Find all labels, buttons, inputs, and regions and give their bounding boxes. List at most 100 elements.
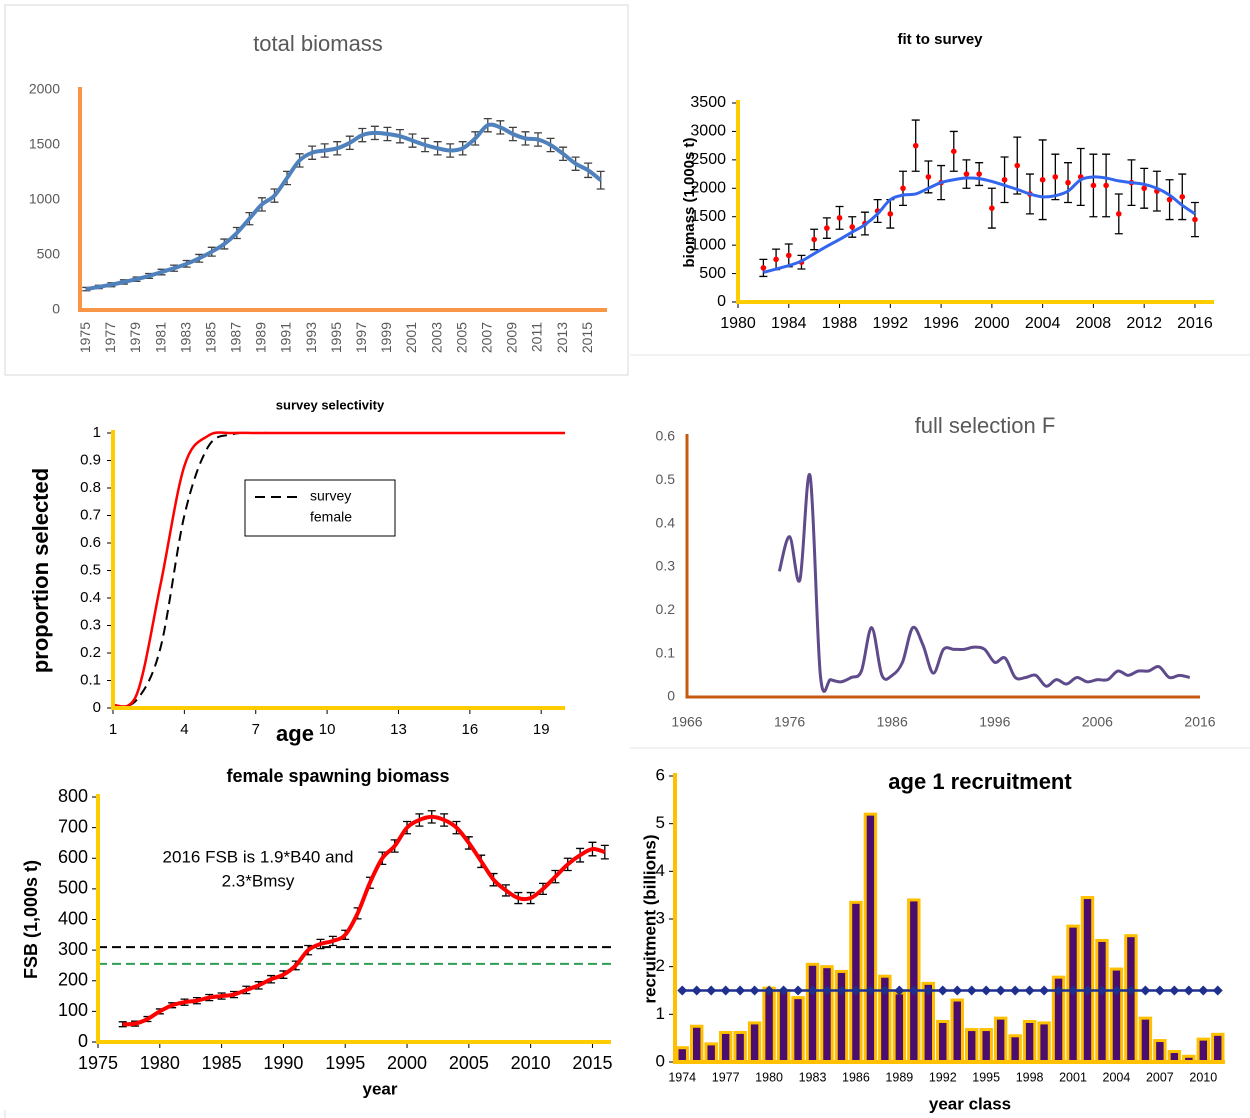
x-tick-label: 2000 [387,1053,427,1073]
bar [733,1030,747,1064]
series-line [122,814,606,1027]
x-tick-label: 2013 [554,322,570,353]
y-tick-label: 0.5 [656,471,676,487]
mean-marker [1039,985,1050,996]
mean-marker [952,985,963,996]
x-tick-label: 10 [319,721,336,738]
bar [1196,1037,1211,1064]
x-tick-label: 1989 [885,1070,913,1084]
x-tick-label: 1985 [202,1053,242,1073]
data-point [760,265,767,271]
y-tick-label: 0.1 [656,644,676,660]
bar [1022,1019,1037,1064]
y-axis-label: proportion selected [28,468,53,673]
x-tick-label: 1992 [873,315,909,332]
bar [1109,967,1124,1064]
x-tick-label: 1984 [771,315,807,332]
y-tick-label: 0.1 [80,671,101,688]
mean-marker [937,985,948,996]
mean-marker [1212,985,1223,996]
y-tick-label: 3500 [690,94,726,111]
y-tick-label: 3000 [690,123,726,140]
x-tick-label: 19 [533,721,550,738]
data-point [1141,185,1147,192]
annotation: 2016 FSB is 1.9*B40 and [163,847,354,866]
chart-title: age 1 recruitment [888,769,1072,794]
bar [834,969,849,1064]
x-tick-label: 2005 [453,322,469,353]
chart-title: female spawning biomass [226,766,449,786]
bar [1124,934,1138,1064]
mean-marker [923,985,934,996]
x-tick-label: 4 [180,721,188,738]
y-axis-label: recruitment (billions) [640,834,659,1003]
x-tick-label: 1966 [671,714,702,730]
y-tick-label: 1 [93,424,101,441]
data-point [976,171,982,177]
bar [1211,1032,1225,1064]
bar [704,1042,718,1064]
x-tick-label: 1995 [325,1053,365,1073]
y-tick-label: 0 [667,688,675,704]
x-tick-label: 1996 [979,714,1010,730]
data-point [1116,211,1122,217]
mean-marker [677,985,688,996]
x-tick-label: 1996 [923,315,959,332]
x-tick-label: 1981 [152,322,168,353]
x-tick-label: 1976 [774,714,805,730]
bar [849,900,863,1064]
legend-box [244,479,396,537]
data-point [811,236,817,243]
data-point [773,256,779,263]
data-point [900,185,906,192]
bar [690,1024,704,1064]
y-tick-label: 800 [58,786,88,806]
x-tick-label: 2010 [1189,1070,1217,1084]
x-tick-label: 13 [390,721,407,738]
x-tick-label: 2004 [1103,1070,1131,1084]
y-tick-label: 2000 [690,180,726,197]
x-tick-label: 1975 [77,322,93,353]
x-tick-label: 2010 [511,1053,551,1073]
mean-marker [966,985,977,996]
x-tick-label: 2005 [449,1053,489,1073]
bar [863,812,878,1064]
data-point [1103,182,1109,189]
x-tick-label: 1983 [799,1070,827,1084]
x-tick-label: 2015 [579,322,595,353]
y-tick-label: 5 [656,813,665,832]
bar [950,998,964,1064]
bar [675,1046,689,1064]
y-tick-label: 300 [58,939,88,959]
y-tick-label: 1 [656,1004,665,1023]
data-point [1166,196,1173,203]
y-tick-label: 0.5 [80,561,101,578]
mean-marker [807,985,818,996]
x-tick-label: 2015 [572,1053,612,1073]
bar [979,1028,993,1064]
x-tick-label: 2007 [479,322,495,353]
series-line [762,175,1196,274]
y-axis-label: biomass (1,000s t) [681,137,698,267]
mean-marker [1183,985,1194,996]
x-tick-label: 1987 [228,322,244,353]
series-line [112,431,565,708]
mean-marker [995,985,1006,996]
panel-border [4,4,629,376]
x-tick-label: 1975 [78,1053,118,1073]
x-tick-label: 1998 [1016,1070,1044,1084]
legend-label: survey [310,488,351,504]
x-tick-label: 2016 [1177,315,1213,332]
y-tick-label: 1000 [690,236,726,253]
chart-title: survey selectivity [276,397,385,412]
bar [1153,1039,1167,1064]
x-tick-label: 1979 [127,322,143,353]
bar [1095,938,1109,1064]
mean-marker [1010,985,1021,996]
x-tick-label: 1983 [177,322,193,353]
x-tick-label: 1974 [668,1070,696,1084]
y-tick-label: 0.6 [80,534,101,551]
data-point [912,142,919,149]
data-point [989,205,995,211]
